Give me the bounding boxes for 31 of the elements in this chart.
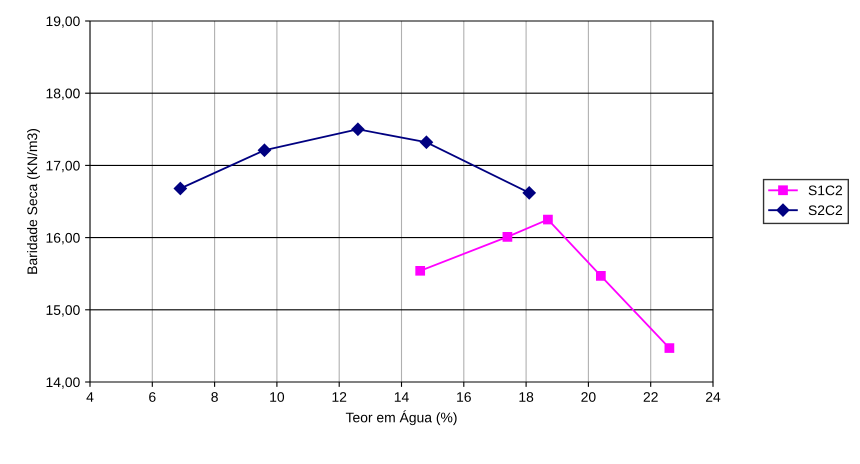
point — [174, 182, 187, 196]
x-tick-label: 20 — [581, 392, 596, 402]
x-tick-label: 22 — [644, 392, 658, 402]
x-tick-label: 8 — [211, 392, 218, 402]
y-tick-label: 18,00 — [46, 88, 80, 100]
point — [502, 232, 512, 242]
legend-label: S2C2 — [808, 205, 842, 216]
point — [522, 186, 536, 200]
x-tick-label: 24 — [706, 392, 720, 402]
x-tick-label: 6 — [149, 392, 156, 402]
point — [664, 343, 674, 353]
y-tick-label: 14,00 — [46, 377, 80, 389]
x-tick-label: 16 — [457, 392, 471, 402]
x-tick-label: 4 — [86, 392, 94, 402]
x-axis-title: Teor em Água (%) — [346, 410, 457, 426]
point — [420, 136, 434, 149]
point — [258, 144, 272, 157]
y-tick-label: 15,00 — [46, 305, 80, 317]
point — [543, 214, 553, 224]
point — [596, 271, 606, 281]
x-tick-label: 14 — [394, 392, 409, 402]
y-tick-label: 17,00 — [46, 160, 80, 172]
x-tick-label: 12 — [332, 392, 346, 402]
x-tick-label: 10 — [270, 392, 284, 402]
point — [415, 266, 426, 276]
y-tick-label: 19,00 — [46, 16, 80, 28]
x-tick-label: 18 — [519, 392, 534, 402]
legend-label: S1C2 — [808, 185, 842, 196]
y-axis-title: Baridade Seca (KN/m3) — [27, 129, 40, 274]
point — [351, 122, 364, 136]
y-tick-label: 16,00 — [46, 232, 80, 244]
